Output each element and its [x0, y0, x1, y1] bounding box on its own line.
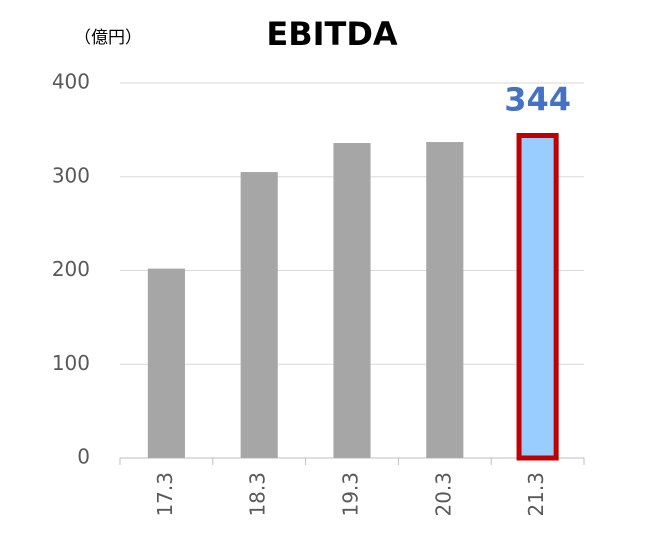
- bar: [426, 142, 464, 458]
- y-tick-label: 200: [52, 257, 90, 281]
- y-tick-label: 100: [52, 351, 90, 375]
- bar: [333, 143, 371, 458]
- y-tick-label: 400: [52, 70, 90, 94]
- x-tick-label: 18.3: [246, 472, 270, 517]
- x-tick-label: 19.3: [339, 472, 363, 517]
- x-tick-label: 20.3: [431, 472, 455, 517]
- bar: [147, 268, 185, 458]
- x-tick-label: 21.3: [524, 472, 548, 517]
- chart-title: EBITDA: [266, 15, 398, 53]
- y-tick-label: 0: [77, 445, 90, 469]
- bar: [240, 172, 278, 458]
- x-tick-label: 17.3: [153, 472, 177, 517]
- unit-label: （億円）: [74, 28, 142, 48]
- bar: [516, 133, 559, 461]
- data-label: 344: [504, 81, 571, 119]
- y-tick-label: 300: [52, 163, 90, 187]
